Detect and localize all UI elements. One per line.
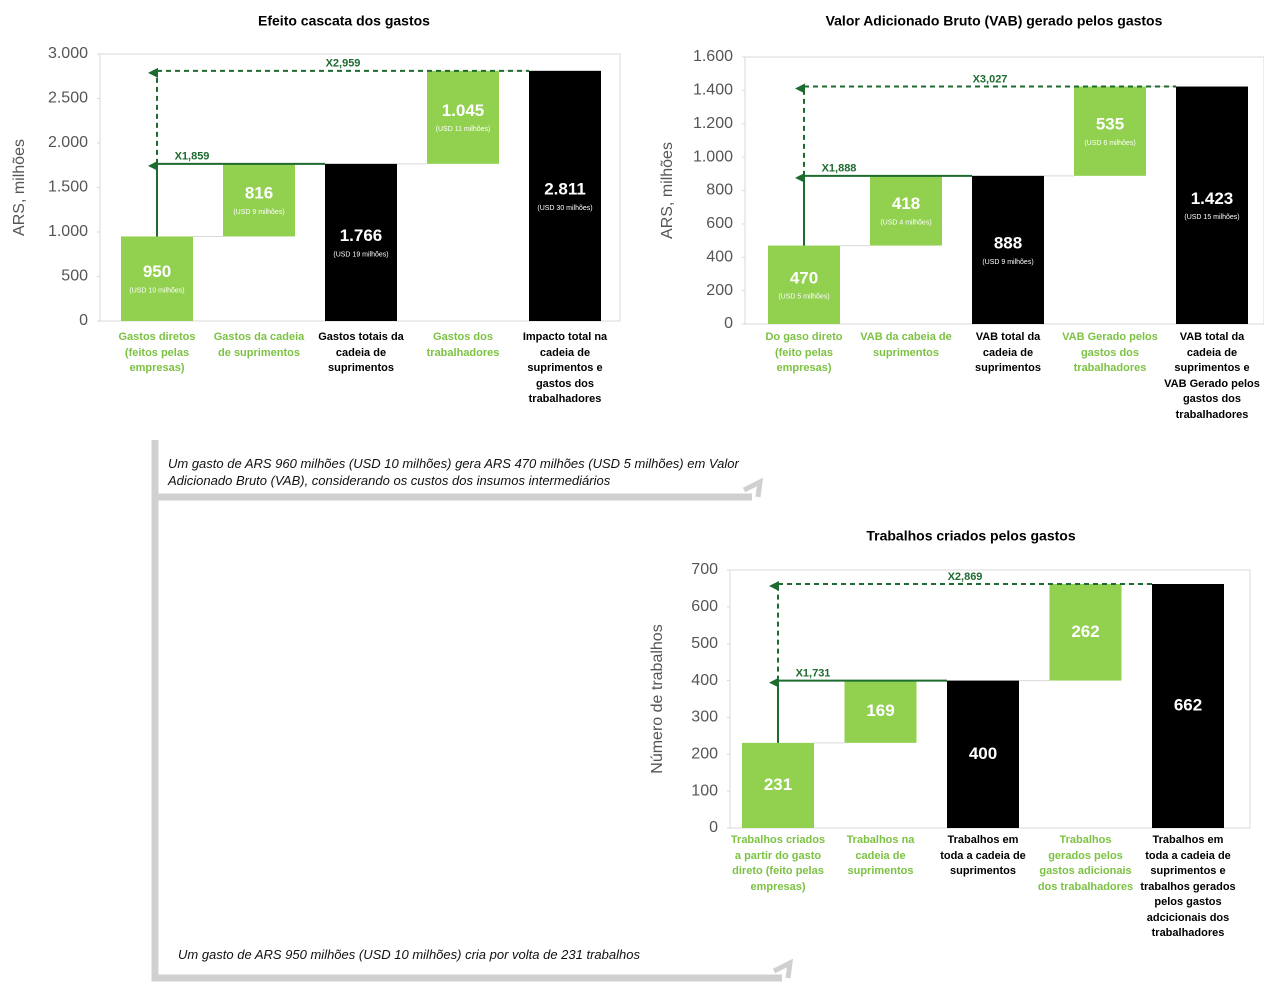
sub-label: (USD 9 milhões)	[982, 259, 1033, 266]
x-tick-label: Gastos dos trabalhadores	[426, 331, 500, 359]
y-tick-label: 200	[706, 282, 733, 299]
y-tick-label: 100	[691, 782, 718, 799]
y-tick-label: 1.000	[693, 148, 733, 165]
y-tick-label: 0	[79, 312, 88, 329]
value-label: 1.423	[1191, 189, 1234, 208]
x-tick-label: Do gaso direto (feito pelas empresas)	[765, 331, 843, 374]
value-label: 1.766	[340, 226, 383, 245]
value-label: 262	[1071, 622, 1099, 641]
x-tick-label: Gastos da cadeia de suprimentos	[213, 331, 305, 359]
y-tick-label: 1.400	[693, 82, 733, 99]
value-label: 816	[245, 184, 273, 203]
x-tick-label: Trabalhos em toda a cadeia de suprimento…	[940, 834, 1026, 877]
y-tick-label: 400	[691, 672, 718, 689]
sub-label: (USD 9 milhões)	[233, 209, 284, 216]
bar	[1152, 584, 1224, 828]
y-tick-label: 300	[691, 709, 718, 726]
flow-bracket	[151, 440, 794, 982]
multiplier-label: X1,888	[822, 163, 857, 175]
chart-title: Efeito cascata dos gastos	[258, 13, 430, 29]
y-tick-label: 700	[691, 561, 718, 578]
x-tick-label: Trabalhos criados a partir do gasto dire…	[730, 834, 826, 893]
y-tick-label: 3.000	[48, 45, 88, 62]
x-tick-label: VAB da cabeia de suprimentos	[860, 331, 952, 359]
sub-label: (USD 19 milhões)	[333, 251, 388, 258]
y-tick-label: 600	[691, 598, 718, 615]
sub-label: (USD 15 milhões)	[1184, 214, 1239, 221]
x-tick-label: Gastos diretos (feitos pelas empresas)	[118, 331, 196, 374]
x-tick-label: Trabalhos na cadeia de suprimentos	[846, 834, 915, 877]
value-label: 2.811	[544, 179, 586, 198]
x-tick-label: Gastos totais da cadeia de suprimentos	[318, 331, 404, 374]
bar	[325, 163, 397, 321]
value-label: 169	[866, 701, 894, 720]
sub-label: (USD 6 milhões)	[1084, 140, 1135, 147]
value-label: 231	[764, 775, 792, 794]
y-tick-label: 400	[706, 248, 733, 265]
y-tick-label: 0	[709, 819, 718, 836]
bar	[742, 742, 814, 828]
x-tick-label: Trabalhos gerados pelos gastos adicionai…	[1037, 834, 1134, 893]
bar	[1074, 86, 1146, 176]
sub-label: (USD 30 milhões)	[537, 205, 592, 212]
bar	[947, 680, 1019, 828]
bar	[1176, 86, 1248, 325]
y-tick-label: 500	[691, 635, 718, 652]
y-tick-label: 2.500	[48, 90, 88, 107]
sub-label: (USD 10 milhões)	[129, 288, 184, 295]
y-tick-label: 1.200	[693, 115, 733, 132]
y-tick-label: 1.500	[48, 179, 88, 196]
bar	[223, 163, 295, 237]
chart-title: Trabalhos criados pelos gastos	[866, 528, 1076, 544]
bar	[529, 70, 601, 321]
chart-title: Valor Adicionado Bruto (VAB) gerado pelo…	[826, 13, 1163, 29]
bar	[870, 175, 942, 246]
y-tick-label: 200	[691, 746, 718, 763]
y-tick-label: 1.000	[48, 223, 88, 240]
value-label: 888	[994, 233, 1022, 252]
y-tick-label: 800	[706, 182, 733, 199]
note: Um gasto de ARS 960 milhões (USD 10 milh…	[168, 456, 739, 488]
value-label: 535	[1096, 115, 1124, 134]
note: Um gasto de ARS 950 milhões (USD 10 milh…	[178, 947, 640, 962]
value-label: 950	[143, 262, 171, 281]
x-tick-label: VAB total da cadeia de suprimentos	[974, 331, 1041, 374]
y-axis-label: Número de trabalhos	[649, 624, 666, 773]
bar	[972, 175, 1044, 324]
sub-label: (USD 5 milhões)	[778, 294, 829, 301]
bar	[121, 236, 193, 321]
multiplier-label: X2,959	[326, 58, 361, 70]
y-tick-label: 0	[724, 315, 733, 332]
y-axis-label: ARS, milhões	[11, 139, 28, 236]
multiplier-label: X1,731	[796, 667, 831, 679]
value-label: 400	[969, 744, 997, 763]
bar	[844, 680, 917, 743]
bar	[768, 245, 840, 324]
y-tick-label: 2.000	[48, 134, 88, 151]
value-label: 662	[1174, 695, 1202, 714]
multiplier-label: X1,859	[175, 151, 210, 163]
x-tick-label: Impacto total na cadeia de suprimentos e…	[522, 331, 608, 405]
sub-label: (USD 11 milhões)	[436, 126, 491, 133]
multiplier-label: X2,869	[948, 571, 983, 583]
value-label: 470	[790, 268, 818, 287]
sub-label: (USD 4 milhões)	[880, 220, 931, 227]
x-tick-label: VAB total da cadeia de suprimentos e VAB…	[1164, 331, 1260, 421]
multiplier-label: X3,027	[973, 73, 1008, 85]
y-tick-label: 1.600	[693, 48, 733, 65]
value-label: 1.045	[442, 101, 485, 120]
y-axis-label: ARS, milhões	[659, 142, 676, 239]
bar	[1049, 584, 1122, 681]
x-tick-label: Trabalhos em toda a cadeia de suprimento…	[1140, 834, 1236, 939]
x-tick-label: VAB Gerado pelos gastos dos trabalhadore…	[1062, 331, 1158, 374]
value-label: 418	[892, 194, 920, 213]
y-tick-label: 600	[706, 215, 733, 232]
y-tick-label: 500	[61, 268, 88, 285]
bar	[427, 70, 499, 164]
